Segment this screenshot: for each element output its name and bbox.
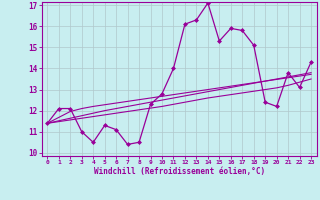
X-axis label: Windchill (Refroidissement éolien,°C): Windchill (Refroidissement éolien,°C) xyxy=(94,167,265,176)
